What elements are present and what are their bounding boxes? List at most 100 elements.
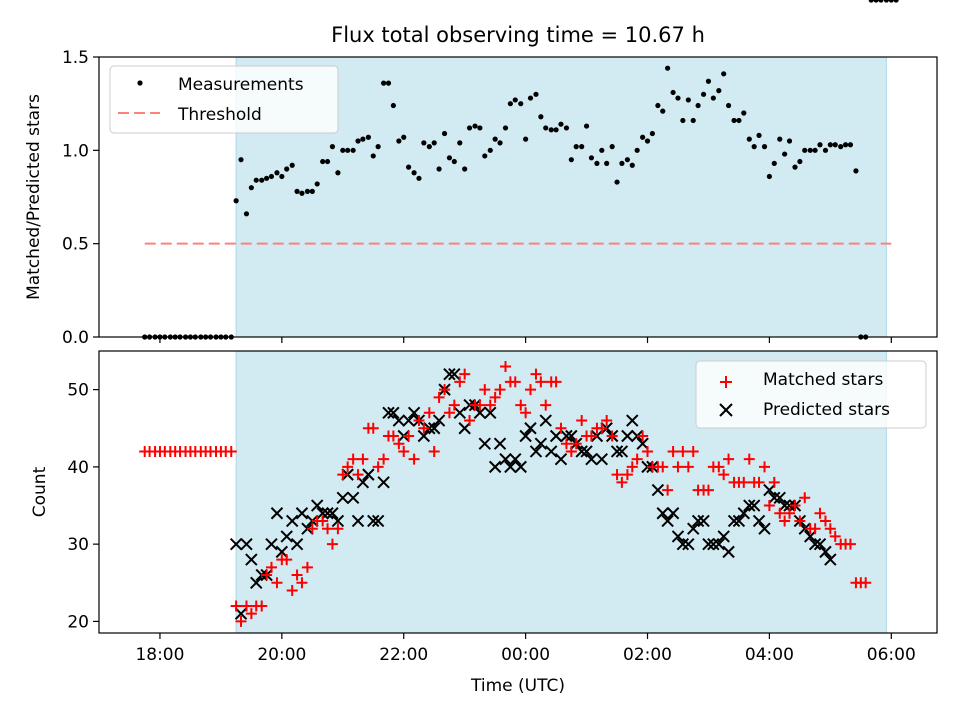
measurement-point xyxy=(523,136,529,142)
measurement-point xyxy=(350,147,356,153)
measurement-point xyxy=(792,164,798,170)
x-axis-label: Time (UTC) xyxy=(470,676,565,696)
measurement-point xyxy=(599,147,605,153)
matched-point xyxy=(596,422,608,434)
predicted-point xyxy=(560,429,573,443)
predicted-point xyxy=(778,499,791,512)
matched-point xyxy=(535,376,547,388)
measurement-point xyxy=(568,157,574,163)
bottom-frame xyxy=(98,350,938,634)
predicted-point xyxy=(661,514,674,528)
measurement-point xyxy=(594,160,600,166)
predicted-point xyxy=(722,545,735,559)
measurement-point xyxy=(756,132,762,138)
predicted-point xyxy=(743,499,756,512)
measurement-point xyxy=(553,127,559,133)
top-panel: 0.0 0.5 1.0 1.5 Matched/Predicted stars Mea… xyxy=(24,0,938,348)
matched-point xyxy=(844,538,856,550)
matched-point xyxy=(565,445,577,457)
predicted-point xyxy=(509,452,522,466)
measurement-point xyxy=(355,138,361,144)
matched-point xyxy=(642,445,654,457)
measurement-point xyxy=(761,144,768,150)
measurement-point xyxy=(690,117,696,124)
matched-point xyxy=(281,554,293,566)
measurement-point xyxy=(345,147,351,153)
matched-point xyxy=(713,461,725,473)
predicted-point xyxy=(351,514,365,528)
predicted-point xyxy=(819,545,832,559)
predicted-point xyxy=(387,406,400,420)
measurement-point xyxy=(274,170,280,176)
predicted-point xyxy=(687,522,700,535)
measurement-point xyxy=(782,151,788,157)
matched-point xyxy=(784,507,796,519)
measurement-point xyxy=(390,102,396,109)
predicted-point xyxy=(768,491,781,505)
measurement-point xyxy=(259,177,265,183)
matched-point xyxy=(662,484,674,496)
measurement-point xyxy=(279,173,285,180)
measurement-point xyxy=(838,144,844,150)
matched-point xyxy=(524,384,536,396)
measurement-point xyxy=(268,173,275,180)
predicted-point xyxy=(453,406,467,420)
measurement-point xyxy=(472,123,478,129)
measurement-point xyxy=(512,97,518,103)
predicted-point xyxy=(575,445,588,458)
measurement-point xyxy=(853,168,859,174)
predicted-point xyxy=(285,514,299,528)
measurement-point xyxy=(253,177,259,183)
matched-point xyxy=(677,445,689,457)
measurement-point xyxy=(797,158,803,165)
measurement-point xyxy=(746,136,752,142)
predicted-point xyxy=(824,553,837,566)
measurement-point xyxy=(441,130,448,137)
measurement-point xyxy=(873,0,879,3)
predicted-point xyxy=(697,514,710,528)
measurement-point xyxy=(609,144,615,150)
measurement-point xyxy=(847,142,854,148)
matched-point xyxy=(794,515,806,527)
matched-point xyxy=(367,422,379,434)
matched-point xyxy=(585,430,597,442)
y-tick-label: 1.0 xyxy=(62,141,89,161)
measurement-point xyxy=(604,160,610,166)
matched-point xyxy=(261,569,273,581)
matched-point xyxy=(789,500,801,512)
measurement-point xyxy=(670,89,676,96)
matched-point xyxy=(520,407,532,419)
measurement-point xyxy=(518,101,524,107)
matched-point xyxy=(576,415,588,427)
predicted-point xyxy=(671,530,685,543)
top-legend-box xyxy=(109,65,339,134)
predicted-point xyxy=(656,507,669,520)
predicted-point xyxy=(417,429,431,443)
y-tick-label: 20 xyxy=(67,612,89,632)
measurement-point xyxy=(370,153,376,159)
x-tick-label: 18:00 xyxy=(135,645,184,665)
bottom-y-axis-label: Count xyxy=(30,466,50,517)
matched-point xyxy=(322,523,334,535)
measurement-point xyxy=(416,175,422,181)
measurement-point xyxy=(680,117,686,124)
measurement-point xyxy=(807,147,813,153)
matched-point xyxy=(540,399,552,411)
bottom-x-axis: 18:00 20:00 22:00 00:00 02:00 04:00 06:00 xyxy=(135,633,916,665)
matched-point xyxy=(743,453,755,465)
x-tick-label: 04:00 xyxy=(745,645,794,665)
measurement-point xyxy=(533,91,539,97)
measurement-point xyxy=(827,142,833,148)
matched-point xyxy=(418,422,430,434)
top-y-axis-label: Matched/Predicted stars xyxy=(24,94,44,300)
matched-point xyxy=(702,484,714,496)
predicted-point xyxy=(534,437,548,450)
y-tick-label: 40 xyxy=(67,458,89,478)
matched-point xyxy=(601,415,613,427)
measurement-point xyxy=(294,188,300,194)
predicted-point xyxy=(473,406,487,420)
predicted-point xyxy=(326,507,339,520)
measurement-point xyxy=(644,138,651,144)
top-y-axis: 0.0 0.5 1.0 1.5 xyxy=(62,48,99,348)
